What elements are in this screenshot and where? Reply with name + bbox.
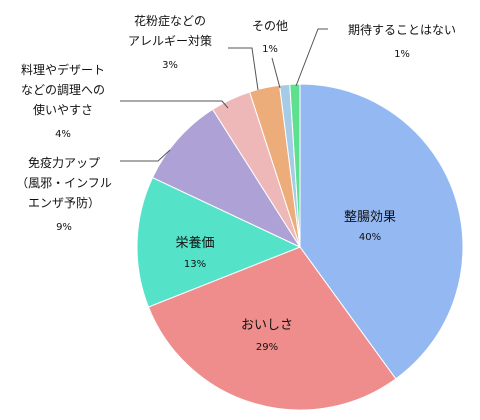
label-immunity-line3: エンザ予防） [28, 195, 100, 210]
leader-line-no-expectation [295, 28, 328, 87]
leader-line-allergy [228, 47, 259, 91]
label-cooking-line3: 使いやすさ [33, 102, 93, 117]
pie-slice-2 [136, 176, 302, 308]
label-cooking-line1: 料理やデザート [21, 62, 105, 77]
label-cooking: 料理やデザート などの調理への 使いやすさ 4% [21, 62, 105, 140]
leader-line-other [271, 57, 281, 89]
label-cooking-value: 4% [55, 129, 71, 140]
label-immunity: 免疫力アップ （風邪・インフル エンザ予防） 9% [16, 155, 112, 233]
slice-value-seichou: 40% [359, 232, 381, 243]
slice-value-eiyouka: 13% [184, 259, 206, 270]
pie-slice-7 [289, 83, 301, 248]
label-allergy-line2: アレルギー対策 [128, 34, 212, 48]
slice-value-oishisa: 29% [256, 342, 278, 353]
label-cooking-line2: などの調理への [21, 83, 105, 97]
label-other: その他 1% [252, 19, 288, 55]
label-allergy: 花粉症などの アレルギー対策 3% [128, 13, 212, 71]
leader-lines [120, 28, 328, 162]
slice-label-eiyouka: 栄養価 [175, 235, 214, 251]
label-no-expectation-value: 1% [394, 49, 410, 60]
label-immunity-value: 9% [56, 222, 72, 233]
leader-line-immunity [120, 149, 171, 162]
label-other-text: その他 [252, 19, 288, 33]
label-other-value: 1% [262, 44, 278, 55]
label-immunity-line2: （風邪・インフル [16, 176, 112, 190]
pie-slice-1 [147, 246, 397, 411]
label-no-expectation-text: 期待することはない [348, 23, 456, 37]
pie-slice-3 [151, 108, 302, 249]
slice-label-oishisa: おいしさ [241, 318, 293, 333]
slice-label-seichou: 整腸効果 [344, 210, 396, 225]
label-immunity-line1: 免疫力アップ [28, 155, 100, 170]
leader-line-cooking [120, 100, 229, 109]
label-no-expectation: 期待することはない 1% [348, 23, 456, 60]
label-allergy-value: 3% [162, 60, 178, 71]
pie-slice-0 [299, 83, 464, 380]
label-allergy-line1: 花粉症などの [134, 13, 206, 28]
